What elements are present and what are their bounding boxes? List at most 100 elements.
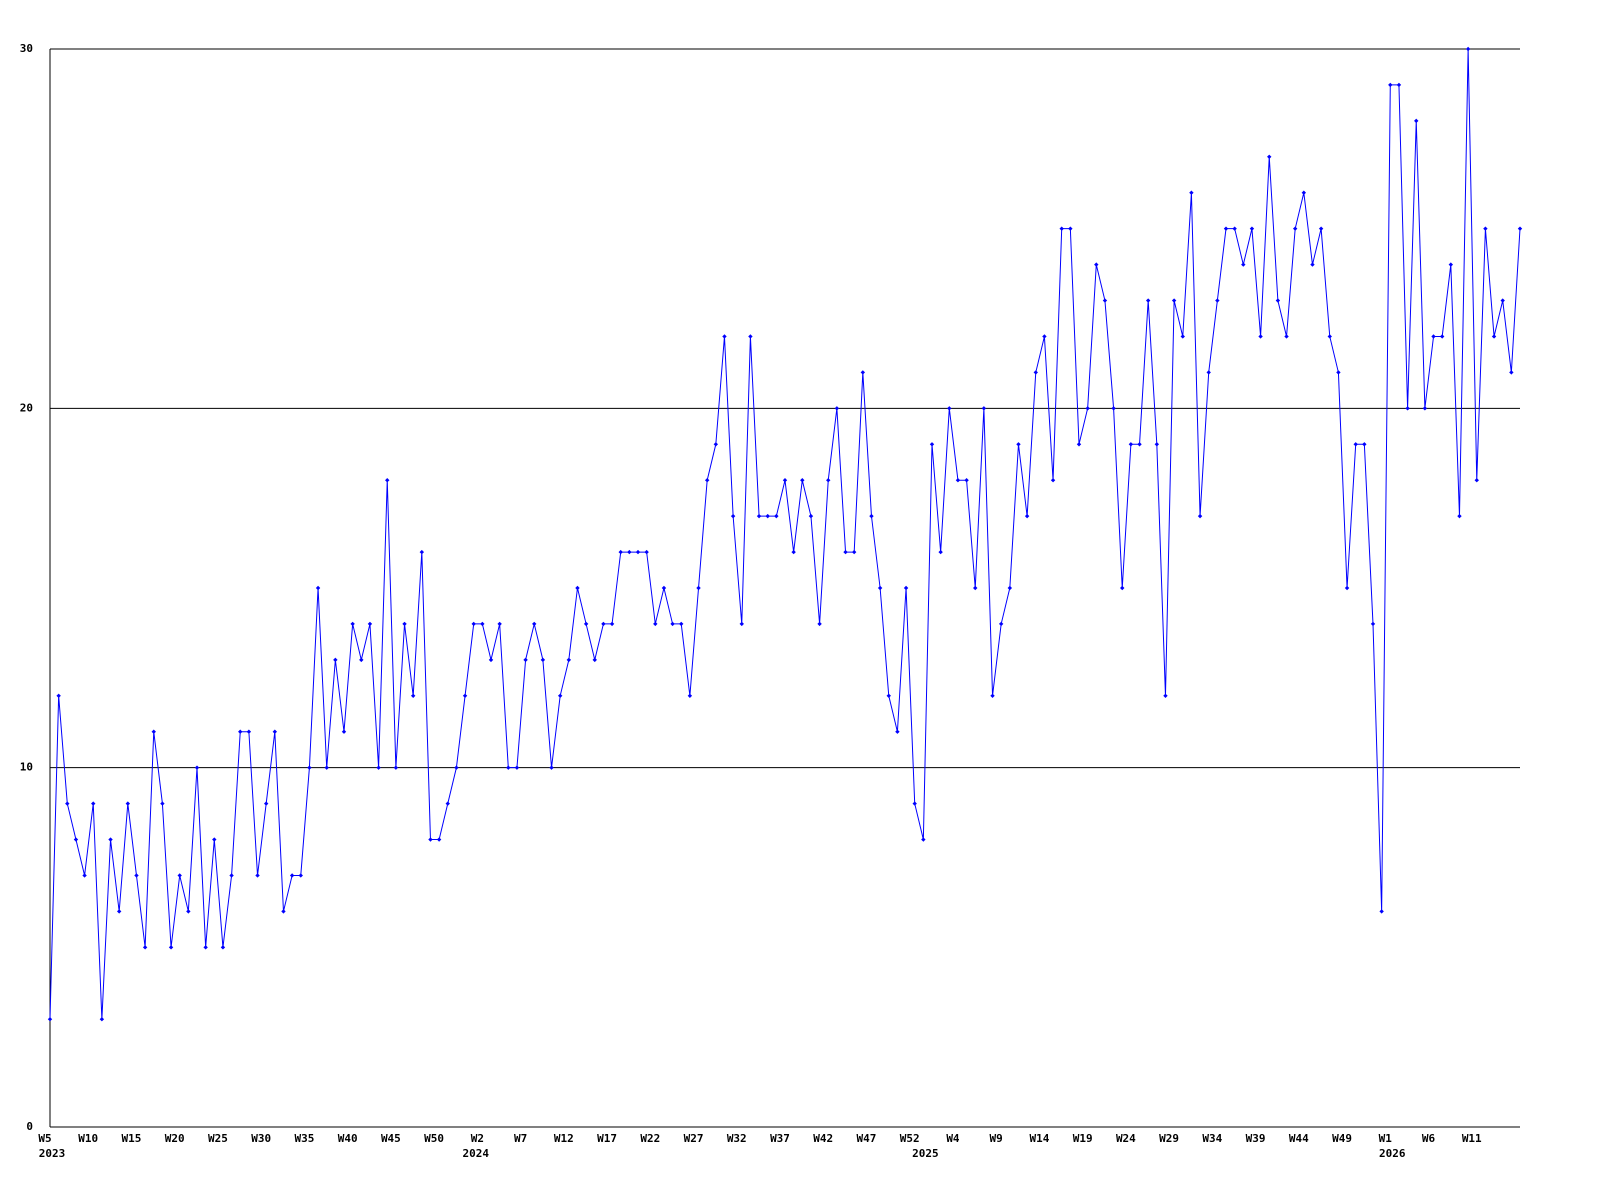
- data-point: [886, 693, 891, 698]
- x-tick-label: W35: [294, 1132, 314, 1145]
- data-point: [1292, 226, 1298, 231]
- data-point: [566, 657, 572, 663]
- x-tick-label: W39: [1246, 1132, 1266, 1145]
- data-point: [168, 945, 174, 950]
- x-group-label: 2023: [39, 1147, 66, 1160]
- y-tick-label: 0: [26, 1120, 33, 1133]
- data-point: [1379, 909, 1384, 914]
- data-point: [627, 549, 632, 555]
- data-point: [1439, 334, 1445, 339]
- data-point: [826, 478, 831, 483]
- x-tick-label: W25: [208, 1132, 228, 1145]
- data-point: [1327, 334, 1332, 339]
- data-point: [1483, 226, 1488, 231]
- data-point: [532, 621, 537, 627]
- data-point: [722, 334, 727, 339]
- x-tick-label: W14: [1029, 1132, 1049, 1145]
- data-point: [756, 513, 762, 519]
- data-point: [1267, 154, 1272, 159]
- data-point: [635, 549, 641, 555]
- data-point: [1474, 478, 1479, 483]
- data-point: [1370, 621, 1376, 627]
- data-point: [687, 693, 693, 698]
- x-tick-label: W52: [900, 1132, 920, 1145]
- data-point: [1405, 406, 1410, 411]
- data-point: [1517, 226, 1523, 231]
- data-point: [393, 765, 399, 770]
- data-point: [324, 765, 329, 770]
- data-point: [869, 513, 874, 519]
- data-point: [99, 1017, 105, 1022]
- data-point: [1336, 370, 1341, 375]
- y-tick-label: 10: [20, 761, 33, 774]
- data-point: [1206, 370, 1211, 375]
- data-point: [834, 406, 840, 411]
- data-point: [575, 585, 580, 591]
- x-tick-label: W1: [1379, 1132, 1393, 1145]
- data-point: [212, 837, 217, 842]
- data-point: [817, 621, 822, 627]
- data-point: [194, 765, 200, 770]
- data-point: [1059, 226, 1064, 231]
- data-point: [1241, 262, 1246, 267]
- data-point: [679, 621, 684, 627]
- x-tick-label: W12: [554, 1132, 574, 1145]
- data-point: [186, 909, 191, 914]
- data-point: [289, 873, 295, 878]
- data-point: [125, 801, 131, 806]
- data-point: [540, 657, 546, 663]
- data-point: [860, 370, 866, 375]
- data-point: [800, 478, 805, 483]
- data-point: [644, 549, 649, 555]
- data-point: [1033, 370, 1038, 375]
- data-point: [359, 657, 364, 663]
- data-point: [1094, 262, 1099, 267]
- data-point: [704, 478, 710, 483]
- data-point: [670, 621, 675, 627]
- data-point: [1076, 442, 1082, 447]
- data-point: [895, 729, 900, 734]
- data-point: [1396, 82, 1402, 88]
- x-tick-label: W11: [1462, 1132, 1482, 1145]
- x-tick-label: W37: [770, 1132, 790, 1145]
- data-point: [385, 478, 390, 483]
- data-point: [1102, 298, 1108, 303]
- data-point: [1353, 442, 1358, 447]
- data-point: [1154, 442, 1160, 447]
- data-point: [160, 801, 165, 806]
- x-tick-label: W7: [514, 1132, 527, 1145]
- data-point: [851, 549, 857, 555]
- data-point: [938, 549, 943, 555]
- data-point: [1189, 190, 1194, 195]
- data-point: [402, 621, 407, 627]
- data-point: [1137, 442, 1142, 447]
- data-point: [877, 585, 883, 591]
- data-point: [56, 693, 61, 698]
- data-point: [947, 406, 952, 411]
- data-point: [696, 585, 701, 591]
- data-point: [523, 657, 528, 663]
- data-point: [350, 621, 355, 627]
- data-point: [661, 585, 667, 591]
- data-point: [1120, 585, 1125, 591]
- x-tick-label: W22: [640, 1132, 660, 1145]
- data-point: [142, 945, 148, 950]
- x-group-label: 2025: [912, 1147, 939, 1160]
- data-point: [1362, 442, 1367, 447]
- data-point: [272, 729, 278, 734]
- data-point: [1318, 226, 1324, 231]
- data-point: [1448, 262, 1454, 267]
- data-point: [1050, 478, 1056, 483]
- data-point: [549, 765, 554, 770]
- data-point: [1171, 298, 1177, 303]
- x-tick-label: W42: [813, 1132, 833, 1145]
- x-tick-label: W44: [1289, 1132, 1309, 1145]
- data-point: [333, 657, 338, 663]
- data-point: [1457, 513, 1462, 519]
- data-point: [1016, 442, 1021, 447]
- x-tick-label: W19: [1073, 1132, 1093, 1145]
- data-point: [1275, 298, 1281, 303]
- data-point: [782, 478, 788, 483]
- x-tick-label: W32: [727, 1132, 747, 1145]
- y-tick-label: 30: [20, 42, 33, 55]
